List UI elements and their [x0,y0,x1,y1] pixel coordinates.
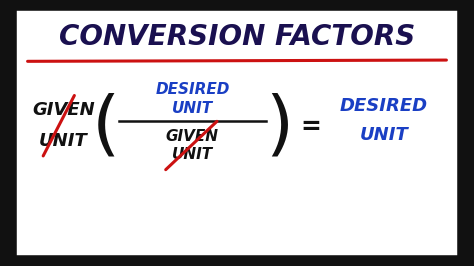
Text: DESIRED: DESIRED [340,97,428,115]
Text: DESIRED: DESIRED [155,82,229,97]
Text: UNIT: UNIT [39,132,88,150]
FancyBboxPatch shape [14,8,460,258]
Text: =: = [300,115,321,139]
Text: UNIT: UNIT [172,101,213,116]
Text: (: ( [91,92,119,161]
Text: GIVEN: GIVEN [166,129,219,144]
Text: UNIT: UNIT [172,147,213,162]
Text: UNIT: UNIT [360,126,409,144]
Text: ): ) [265,92,293,161]
Text: GIVEN: GIVEN [32,101,95,119]
Text: CONVERSION FACTORS: CONVERSION FACTORS [59,23,415,51]
